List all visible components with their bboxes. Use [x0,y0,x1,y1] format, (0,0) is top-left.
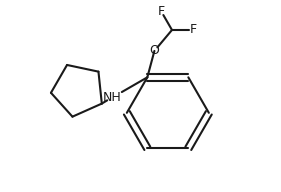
Text: O: O [149,44,159,57]
Text: NH: NH [103,91,121,104]
Text: F: F [158,5,165,18]
Text: F: F [189,23,197,36]
